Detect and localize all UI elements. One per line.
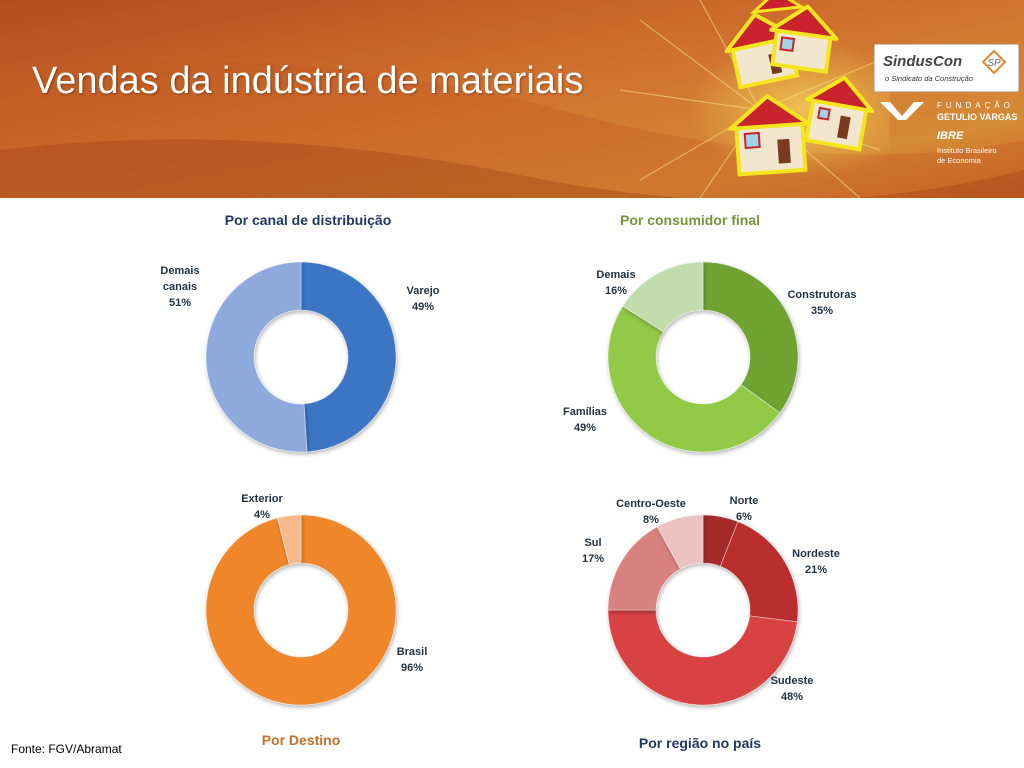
- data-label-nordeste: Nordeste 21%: [792, 548, 840, 576]
- logo-sp-text: SP: [987, 58, 1001, 69]
- slide-title: Vendas da indústria de materiais: [32, 60, 584, 102]
- donut-slice-exterior: [276, 514, 302, 565]
- data-label-brasil: Brasil 96%: [397, 646, 428, 674]
- data-label-norte: Norte 6%: [730, 495, 759, 523]
- ibre-line-2: de Economia: [937, 156, 981, 165]
- charts-area: Varejo 49% Demais canais 51% Por canal de dis…: [160, 212, 857, 751]
- donut-slice-familias: [607, 305, 781, 453]
- house-icon: [749, 0, 807, 14]
- logo-tagline: o Sindicato da Construção: [885, 74, 973, 83]
- fgv-logo-icon: [880, 102, 924, 120]
- donut-chart-consumidor: Construtoras 35% Famílias 49% Demais 16% Por c…: [563, 212, 857, 453]
- donut-slice-sudeste: [607, 609, 798, 706]
- house-icon: [728, 94, 811, 177]
- donut-slice-nordeste: [719, 521, 799, 623]
- donut-slice-demais-canais: [205, 261, 308, 453]
- data-label-sudeste: Sudeste 48%: [771, 675, 814, 703]
- ibre-text: IBRE: [937, 130, 964, 142]
- donut-chart-canal: Varejo 49% Demais canais 51% Por canal de dis…: [160, 212, 440, 453]
- chart-title: Por consumidor final: [620, 212, 760, 228]
- donut-slice-centro-oeste: [656, 514, 704, 570]
- house-icon: [769, 4, 839, 75]
- data-label-construtoras: Construtoras 35%: [787, 289, 856, 317]
- logo-name: SindusCon: [883, 53, 963, 70]
- ibre-line-1: Instituto Brasileiro: [937, 146, 997, 155]
- sinduscon-logo: SindusCon SP o Sindicato da Construção: [874, 44, 1019, 92]
- donut-slice-brasil: [205, 514, 397, 706]
- donut-slice-varejo: [300, 261, 397, 453]
- source-note: Fonte: FGV/Abramat: [11, 742, 122, 756]
- data-label-centro-oeste: Centro-Oeste 8%: [616, 498, 686, 526]
- donut-slice-demais: [622, 261, 704, 333]
- data-label-exterior: Exterior 4%: [241, 493, 283, 521]
- data-label-demais: Demais 16%: [596, 269, 635, 297]
- data-label-sul: Sul 17%: [582, 537, 604, 565]
- house-icon: [803, 75, 875, 152]
- fgv-getulio-text: GETULIO VARGAS: [937, 112, 1018, 122]
- donut-chart-destino: Brasil 96% Exterior 4% Por Destino: [205, 493, 428, 748]
- donut-slice-construtoras: [702, 261, 799, 414]
- header-banner: [0, 0, 1024, 198]
- data-label-varejo: Varejo 49%: [406, 285, 439, 313]
- sp-badge-icon: SP: [982, 50, 1006, 74]
- chart-title: Por região no país: [639, 735, 761, 751]
- fgv-fundacao-text: FUNDAÇÃO: [937, 101, 1014, 110]
- chart-title: Por Destino: [262, 732, 341, 748]
- data-label-demais-canais: Demais canais 51%: [160, 265, 199, 309]
- donut-chart-regiao: Norte 6% Nordeste 21% Sudeste 48% Sul 17% Centro…: [582, 495, 840, 751]
- data-label-familias: Famílias 49%: [563, 406, 607, 434]
- chart-title: Por canal de distribuição: [225, 212, 392, 228]
